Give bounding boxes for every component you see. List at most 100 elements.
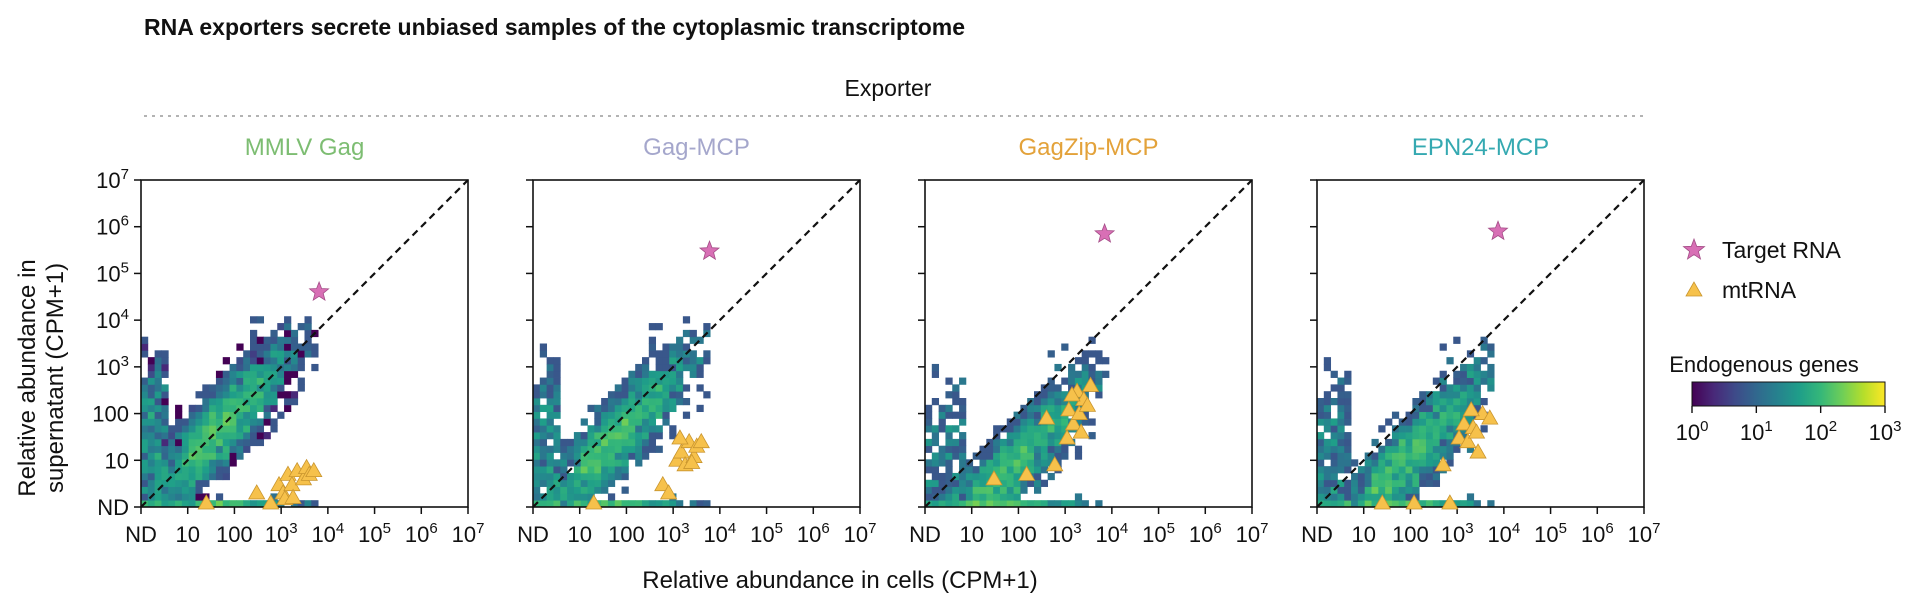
density-cell <box>959 459 967 467</box>
density-cell <box>1412 493 1420 501</box>
density-cell <box>1432 432 1441 440</box>
density-cell <box>1412 459 1420 467</box>
density-cell <box>1323 398 1332 406</box>
density-cell <box>1344 418 1352 426</box>
density-cell <box>229 370 237 378</box>
density-cell <box>676 500 684 508</box>
density-cell <box>168 452 176 460</box>
density-cell <box>1385 466 1393 474</box>
density-cell <box>979 459 987 467</box>
density-cell <box>222 411 230 419</box>
density-cell <box>1391 479 1400 487</box>
density-cell <box>1027 404 1035 413</box>
density-cell <box>175 432 183 440</box>
density-cell <box>1006 452 1014 460</box>
density-cell <box>141 377 149 385</box>
density-cell <box>168 500 176 508</box>
density-cell <box>222 384 230 392</box>
mtrna-point <box>197 494 215 510</box>
density-cell <box>546 411 554 419</box>
density-cell <box>601 486 609 494</box>
density-cell <box>215 370 224 378</box>
density-cell <box>1337 479 1345 487</box>
density-cell <box>601 452 609 460</box>
density-cell <box>945 466 953 474</box>
density-cell <box>161 384 169 392</box>
density-cell <box>154 425 162 433</box>
axes-frame <box>924 179 1253 508</box>
density-cell <box>1344 398 1352 406</box>
density-cell <box>931 459 940 467</box>
density-cell <box>945 493 953 501</box>
density-cell <box>1323 411 1332 419</box>
density-cell <box>154 432 162 440</box>
density-cell <box>243 377 251 385</box>
density-cell <box>635 500 643 508</box>
density-cell <box>1432 377 1441 385</box>
density-cell <box>236 500 244 508</box>
density-cell <box>560 445 568 453</box>
density-cell <box>1426 438 1434 447</box>
density-cell <box>539 479 548 487</box>
density-cell <box>243 411 251 419</box>
density-cell <box>1412 466 1420 474</box>
density-cell <box>607 438 616 447</box>
density-cell <box>642 445 650 453</box>
density-cell <box>1047 500 1055 508</box>
density-cell <box>1034 404 1042 413</box>
density-cell <box>1006 500 1014 508</box>
density-cell <box>655 445 663 453</box>
density-cell <box>147 363 156 372</box>
density-cell <box>1047 404 1055 413</box>
density-cell <box>1054 363 1062 372</box>
density-cell <box>195 493 203 501</box>
density-cell <box>1088 350 1096 358</box>
density-cell <box>1378 459 1386 467</box>
axes-frame <box>1316 179 1645 508</box>
density-cell <box>1323 452 1332 460</box>
density-cell <box>682 384 691 392</box>
density-cell <box>215 472 224 481</box>
density-cell <box>1088 370 1096 378</box>
density-cell <box>1337 438 1345 447</box>
density-cell <box>979 452 987 460</box>
density-cell <box>1453 370 1461 378</box>
density-cell <box>202 459 210 467</box>
density-cell <box>284 323 292 331</box>
density-cell <box>635 432 643 440</box>
density-cell <box>696 336 704 344</box>
density-cell <box>533 479 541 487</box>
density-cell <box>188 479 196 487</box>
density-cell <box>1040 391 1049 399</box>
density-cell <box>1047 438 1055 447</box>
density-cell <box>175 493 183 501</box>
density-cell <box>594 418 602 426</box>
density-cell <box>1027 500 1035 508</box>
density-cell <box>1480 343 1488 351</box>
density-cell <box>1405 459 1413 467</box>
density-cell <box>621 377 629 385</box>
density-cell <box>925 445 933 453</box>
density-cell <box>945 459 953 467</box>
density-cell <box>1480 425 1488 433</box>
density-cell <box>1419 452 1427 460</box>
density-cell <box>635 377 643 385</box>
density-cell <box>215 398 224 406</box>
density-cell <box>229 391 237 399</box>
density-cell <box>1323 486 1332 494</box>
density-cell <box>682 316 691 324</box>
density-cell <box>1088 432 1096 440</box>
density-cell <box>1323 466 1332 474</box>
density-cell <box>945 432 953 440</box>
density-cell <box>1054 432 1062 440</box>
density-cell <box>1371 493 1379 501</box>
density-cell <box>567 445 575 453</box>
density-cell <box>587 459 595 467</box>
density-cell <box>642 438 650 447</box>
density-cell <box>195 452 203 460</box>
density-cell <box>1034 459 1042 467</box>
density-cell <box>1020 404 1028 413</box>
density-cell <box>1054 425 1062 433</box>
density-cell <box>986 445 994 453</box>
density-cell <box>621 432 629 440</box>
